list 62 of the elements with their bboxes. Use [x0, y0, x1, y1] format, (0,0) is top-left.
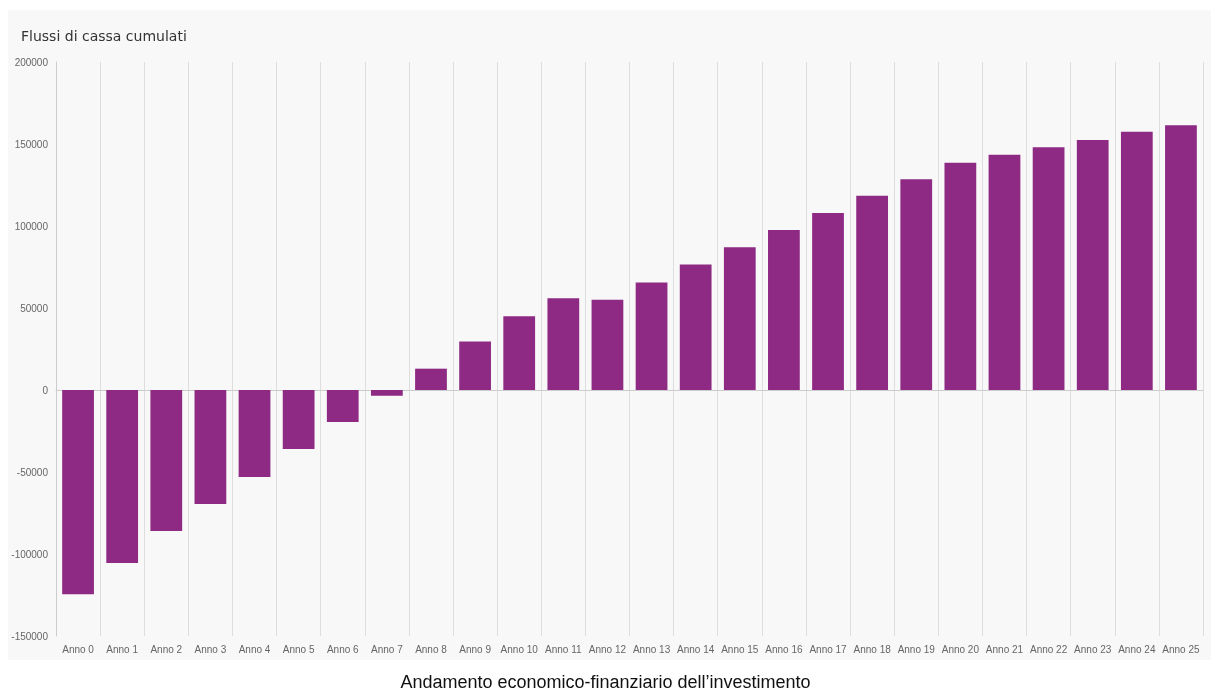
bar: [62, 390, 94, 595]
bar: [326, 390, 359, 422]
bar: [150, 390, 183, 532]
x-tick-label: Anno 1: [106, 643, 139, 655]
bar: [679, 264, 712, 390]
bar: [370, 390, 403, 396]
x-tick-label: Anno 7: [371, 643, 404, 655]
y-tick-label: 200000: [14, 56, 49, 68]
x-tick-label: Anno 12: [588, 643, 627, 655]
y-tick-label: 50000: [20, 302, 49, 314]
bar: [591, 299, 624, 390]
x-tick-label: Anno 3: [194, 643, 227, 655]
text: Andamento economico-finanziario dell’investimento: [399, 672, 812, 693]
bar: [503, 316, 536, 390]
bar: [1120, 131, 1153, 390]
y-tick-label: 150000: [14, 138, 49, 150]
y-tick-label: -150000: [11, 630, 49, 642]
x-tick-label: Anno 15: [721, 643, 759, 655]
x-tick-label: Anno 17: [809, 643, 848, 655]
x-tick-label: Anno 25: [1162, 643, 1200, 655]
x-tick-label: Anno 13: [632, 643, 671, 655]
x-tick-label: Anno 14: [677, 643, 715, 655]
y-tick-label: 100000: [14, 220, 49, 232]
x-tick-label: Anno 24: [1118, 643, 1156, 655]
bar: [635, 282, 668, 390]
x-tick-label: Anno 20: [941, 643, 980, 655]
x-tick-label: Anno 23: [1074, 643, 1112, 655]
bar: [415, 368, 447, 390]
bar: [194, 390, 227, 504]
bar: [723, 247, 756, 390]
x-tick-label: Anno 0: [62, 643, 95, 655]
bar: [856, 195, 889, 390]
bar: [1165, 125, 1197, 390]
bar: [768, 230, 800, 390]
bar: [944, 162, 977, 390]
bar: [238, 390, 271, 477]
bar: [459, 341, 491, 390]
x-tick-label: Anno 18: [853, 643, 892, 655]
x-tick-label: Anno 8: [415, 643, 448, 655]
bar: [812, 212, 844, 390]
x-tick-label: Anno 16: [765, 643, 803, 655]
y-tick-label: -100000: [11, 548, 49, 560]
bar: [900, 179, 933, 390]
bar: [988, 154, 1021, 390]
x-tick-label: Anno 22: [1029, 643, 1068, 655]
bar: [106, 390, 139, 564]
x-tick-label: Anno 10: [500, 643, 539, 655]
y-tick-label: 0: [42, 384, 49, 396]
x-tick-label: Anno 2: [150, 643, 183, 655]
x-tick-label: Anno 5: [282, 643, 315, 655]
bar: [547, 298, 580, 390]
bar: [282, 390, 315, 450]
bar: [1032, 147, 1065, 390]
y-tick-label: -50000: [16, 466, 49, 478]
x-tick-label: Anno 21: [985, 643, 1024, 655]
bar: [1076, 139, 1109, 390]
x-tick-label: Anno 6: [326, 643, 360, 655]
chart-title: Flussi di cassa cumulati: [21, 28, 187, 44]
x-tick-label: Anno 19: [897, 643, 936, 655]
x-tick-label: Anno 11: [545, 643, 583, 655]
x-tick-label: Anno 9: [459, 643, 492, 655]
x-tick-label: Anno 4: [238, 643, 271, 655]
